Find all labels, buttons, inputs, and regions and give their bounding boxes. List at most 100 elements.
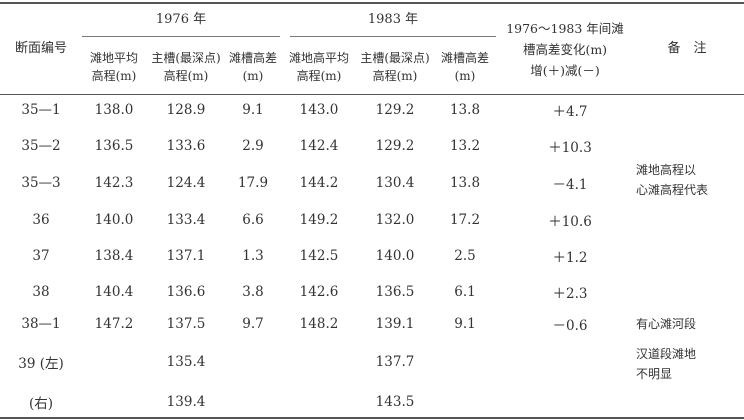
header-main-1983: 主槽(最深点) 高程(m): [356, 42, 434, 92]
remark-label: 备 注: [667, 41, 707, 56]
group-1976-label: 1976 年: [155, 12, 207, 27]
cell-diff-1976: 17.9: [237, 175, 269, 191]
cell-change: [520, 350, 620, 374]
cell-change: ＋4.7: [552, 104, 588, 120]
note1-line1: 滩地高程以: [636, 163, 697, 177]
cell-diff-1976: 1.3: [242, 248, 264, 264]
note2-text: 有心滩河段: [636, 317, 697, 331]
header-diff-1983: 滩槽高差 (m): [434, 42, 496, 92]
note-bank-elevation: 滩地高程以 心滩高程代表: [636, 160, 742, 204]
cell-bank-1976: 138.0: [94, 102, 134, 118]
cell-change: [520, 390, 620, 414]
cell-main-1976: 124.4: [166, 175, 206, 191]
cell-bank-1983: 142.5: [299, 248, 339, 264]
header-main-1976: 主槽(最深点) 高程(m): [148, 42, 224, 92]
cell-main-1983: 137.7: [375, 354, 415, 370]
cell-diff-1976: [224, 390, 282, 414]
c4-line2: 高程(m): [296, 69, 342, 83]
cell-bank-1976: 142.3: [94, 175, 134, 191]
cell-diff-1983: [434, 350, 496, 374]
header-group-1976: 1976 年: [82, 4, 280, 36]
cell-bank-1983: 149.2: [299, 212, 339, 228]
cell-section: (右): [28, 396, 54, 412]
header-bank-1983: 滩地高平均 高程(m): [284, 42, 354, 92]
note3-line2: 不明显: [636, 367, 673, 381]
cell-diff-1976: 3.8: [242, 284, 264, 300]
cell-section: 38—1: [21, 316, 61, 332]
c5-line2: 高程(m): [372, 69, 418, 83]
cell-section: 37: [32, 248, 50, 264]
cell-main-1976: 136.6: [166, 284, 206, 300]
cell-main-1976: 133.4: [166, 212, 206, 228]
c6-line1: 滩槽高差: [440, 51, 489, 65]
cell-main-1983: 143.5: [375, 394, 415, 410]
cell-diff-1983: 13.8: [449, 175, 481, 191]
cell-section: 35—2: [21, 138, 61, 154]
cell-bank-1976: 136.5: [94, 138, 134, 154]
cell-bank-1983: 144.2: [299, 175, 339, 191]
header-group-1983: 1983 年: [290, 4, 496, 36]
cell-main-1983: 136.5: [375, 284, 415, 300]
header-remark: 备 注: [630, 4, 744, 94]
cell-bank-1983: [284, 350, 354, 374]
cell-diff-1983: 13.2: [449, 138, 481, 154]
cell-diff-1983: 13.8: [449, 102, 481, 118]
cell-section: 35—3: [21, 175, 61, 191]
cell-main-1976: 128.9: [166, 102, 206, 118]
cell-bank-1976: 138.4: [94, 248, 134, 264]
cell-section: 35—1: [21, 102, 61, 118]
cell-main-1976: 137.1: [166, 248, 206, 264]
cell-change: ＋10.3: [548, 140, 592, 156]
subheader-rule-1983: [290, 36, 496, 37]
change-line1: 1976～1983 年间滩: [506, 20, 624, 36]
cell-diff-1976: [224, 350, 282, 374]
bottom-rule: [0, 417, 744, 419]
cell-diff-1983: 6.1: [454, 284, 476, 300]
cell-change: ＋2.3: [552, 286, 588, 302]
cell-main-1983: 139.1: [375, 316, 415, 332]
c4-line1: 滩地高平均: [288, 51, 349, 65]
cell-diff-1983: 9.1: [454, 316, 476, 332]
header-change: 1976～1983 年间滩 槽高差变化(m) 增(＋)减(－): [500, 8, 630, 90]
cell-diff-1976: 6.6: [242, 212, 264, 228]
cell-main-1976: 137.5: [166, 316, 206, 332]
cell-bank-1976: 140.4: [94, 284, 134, 300]
note-central-bar-reach: 有心滩河段: [636, 314, 742, 336]
c3-line2: (m): [242, 69, 264, 83]
subheader-rule-1976: [82, 36, 280, 37]
top-rule: [0, 2, 744, 4]
cell-bank-1976: [82, 350, 146, 374]
cell-main-1983: 130.4: [375, 175, 415, 191]
cell-diff-1983: 17.2: [449, 212, 481, 228]
cell-section: 36: [32, 212, 50, 228]
c6-line2: (m): [454, 69, 476, 83]
cell-change: ＋10.6: [548, 214, 592, 230]
header-bottom-rule: [0, 94, 744, 95]
cell-bank-1976: [82, 390, 146, 414]
cell-bank-1976: 147.2: [94, 316, 134, 332]
header-diff-1976: 滩槽高差 (m): [224, 42, 282, 92]
c5-line1: 主槽(最深点): [360, 51, 430, 65]
cell-bank-1983: 148.2: [299, 316, 339, 332]
cell-section: 38: [32, 284, 50, 300]
cell-bank-1983: 142.6: [299, 284, 339, 300]
note-branch-reach: 汉道段滩地 不明显: [636, 344, 742, 388]
note1-line2: 心滩高程代表: [636, 183, 709, 197]
header-section-label: 断面编号: [14, 41, 67, 56]
cell-main-1976: 133.6: [166, 138, 206, 154]
c1-line1: 滩地平均: [89, 51, 138, 65]
note3-line1: 汉道段滩地: [636, 347, 697, 361]
cell-bank-1976: 140.0: [94, 212, 134, 228]
c2-line2: 高程(m): [163, 69, 209, 83]
cell-change: －4.1: [552, 177, 588, 193]
cell-main-1983: 132.0: [375, 212, 415, 228]
cell-diff-1976: 2.9: [242, 138, 264, 154]
cell-main-1976: 135.4: [166, 354, 206, 370]
cell-main-1983: 140.0: [375, 248, 415, 264]
cell-section: 39 (左): [18, 356, 64, 372]
cell-diff-1976: 9.7: [242, 316, 264, 332]
header-bank-1976: 滩地平均 高程(m): [82, 42, 146, 92]
header-section-number: 断面编号: [0, 4, 82, 94]
cell-change: ＋1.2: [552, 250, 588, 266]
cell-diff-1983: 2.5: [454, 248, 476, 264]
